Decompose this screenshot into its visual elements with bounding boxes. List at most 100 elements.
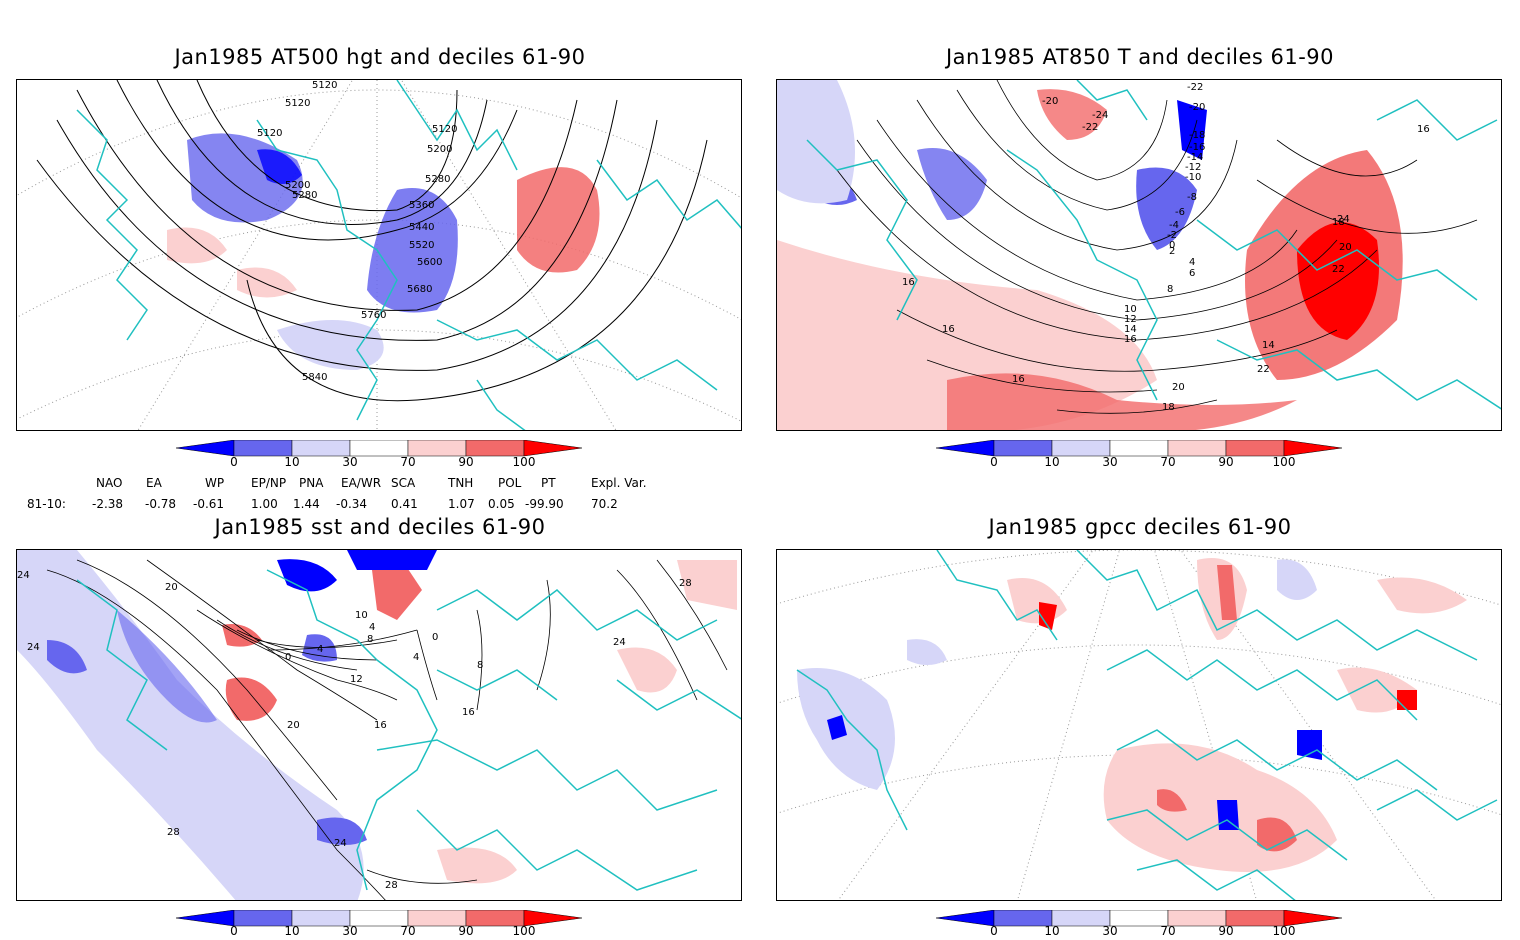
contour-label: 8	[367, 634, 373, 645]
contour-label: 0	[1169, 240, 1175, 251]
contour-label: 16	[462, 707, 475, 718]
contour-label: -22	[1082, 122, 1098, 133]
contour-label: 6	[1189, 268, 1195, 279]
anomaly-blue-left	[47, 640, 87, 674]
panel-title-3: Jan1985 sst and deciles 61-90	[214, 515, 546, 539]
precip-anomalies	[797, 558, 1467, 872]
contour-label: 5440	[409, 222, 434, 233]
colorbar-tick: 10	[284, 455, 300, 469]
colorbar-tick: 70	[1160, 924, 1176, 938]
colorbar-tick: 0	[990, 455, 998, 469]
contour-label: 5360	[409, 200, 434, 211]
contour-label: 5120	[312, 80, 337, 91]
colorbar-tick: 30	[342, 924, 358, 938]
colorbar-tick: 10	[284, 924, 300, 938]
contour-label: 5280	[425, 174, 450, 185]
contour-label: -16	[1189, 142, 1205, 153]
anomaly-light-red-south	[947, 373, 1297, 430]
contour-label: 22	[1257, 364, 1270, 375]
contour-label: 20	[1339, 242, 1352, 253]
colorbar-tick: 100	[1272, 455, 1296, 469]
index-header: EP/NP	[251, 476, 287, 490]
contour-label: 24	[27, 642, 40, 653]
index-header: PNA	[299, 476, 324, 490]
contour-label: 5200	[285, 180, 310, 191]
colorbar-tick: 70	[400, 455, 416, 469]
contour-label: 16	[942, 324, 955, 335]
colorbar-tick: 10	[1044, 455, 1060, 469]
anomaly-cold-core	[1177, 100, 1207, 160]
contour-label: 28	[679, 578, 692, 589]
contour-label: -22	[1187, 82, 1203, 93]
index-value: 70.2	[591, 497, 618, 511]
anomaly-red-north	[372, 560, 422, 620]
contour-label: 12	[1124, 314, 1137, 325]
contour-label: 16	[1012, 374, 1025, 385]
index-value: 0.05	[488, 497, 515, 511]
contour-label: -18	[1189, 130, 1205, 141]
index-value: -0.61	[193, 497, 225, 511]
index-header: EA	[146, 476, 162, 490]
contour-label: 28	[385, 880, 398, 891]
index-header: TNH	[448, 476, 474, 490]
map-panel-hgt500: 5120 5120 5120 5120 5200 5200 5280 5280 …	[16, 79, 742, 431]
colorbar-tick: 100	[512, 924, 536, 938]
index-value: -2.38	[92, 497, 124, 511]
index-header: POL	[498, 476, 522, 490]
anomaly-light-blue	[277, 320, 384, 370]
contour-label: 14	[1262, 340, 1275, 351]
contour-label: 28	[167, 827, 180, 838]
contour-label: 22	[1332, 264, 1345, 275]
index-header: EA/WR	[341, 476, 382, 490]
index-value: -0.34	[336, 497, 368, 511]
colorbar-3: 0 10 30 70 90 100	[175, 909, 586, 940]
map-panel-t850: -22 -20 -24 -22 -20 -18 -16 -14 -12 -10 …	[776, 79, 1502, 431]
colorbar-4: 0 10 30 70 90 100	[935, 909, 1346, 940]
contour-label: 16	[374, 720, 387, 731]
index-header: Expl. Var.	[591, 476, 647, 490]
panel-title-2: Jan1985 AT850 T and deciles 61-90	[945, 45, 1335, 69]
colorbar-tick: 90	[1218, 924, 1234, 938]
map-panel-gpcc	[776, 549, 1502, 901]
contour-label: 5600	[417, 257, 442, 268]
contour-label: -8	[1187, 192, 1197, 203]
contour-label: -20	[1189, 102, 1205, 113]
contour-label: 24	[334, 838, 347, 849]
contour-label: 0	[432, 632, 438, 643]
contour-label: 5120	[257, 128, 282, 139]
contour-label: 4	[413, 652, 419, 663]
contour-label: -24	[1092, 110, 1108, 121]
anomaly-cold-west	[917, 148, 987, 220]
anomaly-red-mid	[225, 677, 277, 721]
panel-title-4: Jan1985 gpcc deciles 61-90	[988, 515, 1292, 539]
contour-label: 20	[165, 582, 178, 593]
contour-label: 5200	[427, 144, 452, 155]
contour-label: 4	[317, 644, 323, 655]
contour-label: 4	[369, 622, 375, 633]
contour-label: 5280	[292, 190, 317, 201]
anomaly-low-west-core	[257, 149, 302, 184]
index-value: 0.41	[391, 497, 418, 511]
contour-label: 0	[285, 652, 291, 663]
contour-label: 24	[613, 637, 626, 648]
colorbar-tick: 90	[458, 455, 474, 469]
contour-label: -4	[1169, 220, 1179, 231]
colorbar-tick: 30	[342, 455, 358, 469]
contour-label: 5120	[285, 98, 310, 109]
map-panel-sst: 20 24 24 0 4 8 10 12 16 20 4 0 16 8 28 2…	[16, 549, 742, 901]
contour-label: 14	[1124, 324, 1137, 335]
contour-label: 16	[1417, 124, 1430, 135]
anomaly-red-north	[1037, 89, 1107, 140]
contour-label: 16	[902, 277, 915, 288]
colorbar-tick: 90	[458, 924, 474, 938]
colorbar-tick: 70	[1160, 455, 1176, 469]
index-value: 1.00	[251, 497, 278, 511]
contour-label: 20	[287, 720, 300, 731]
anomaly-light-red	[167, 227, 297, 298]
index-value: -99.90	[525, 497, 564, 511]
contour-label: -6	[1175, 207, 1185, 218]
colorbar-tick: 30	[1102, 924, 1118, 938]
contour-label: 12	[350, 674, 363, 685]
colorbar-2: 0 10 30 70 90 100	[935, 439, 1346, 476]
contour-label: 2	[1169, 246, 1175, 257]
